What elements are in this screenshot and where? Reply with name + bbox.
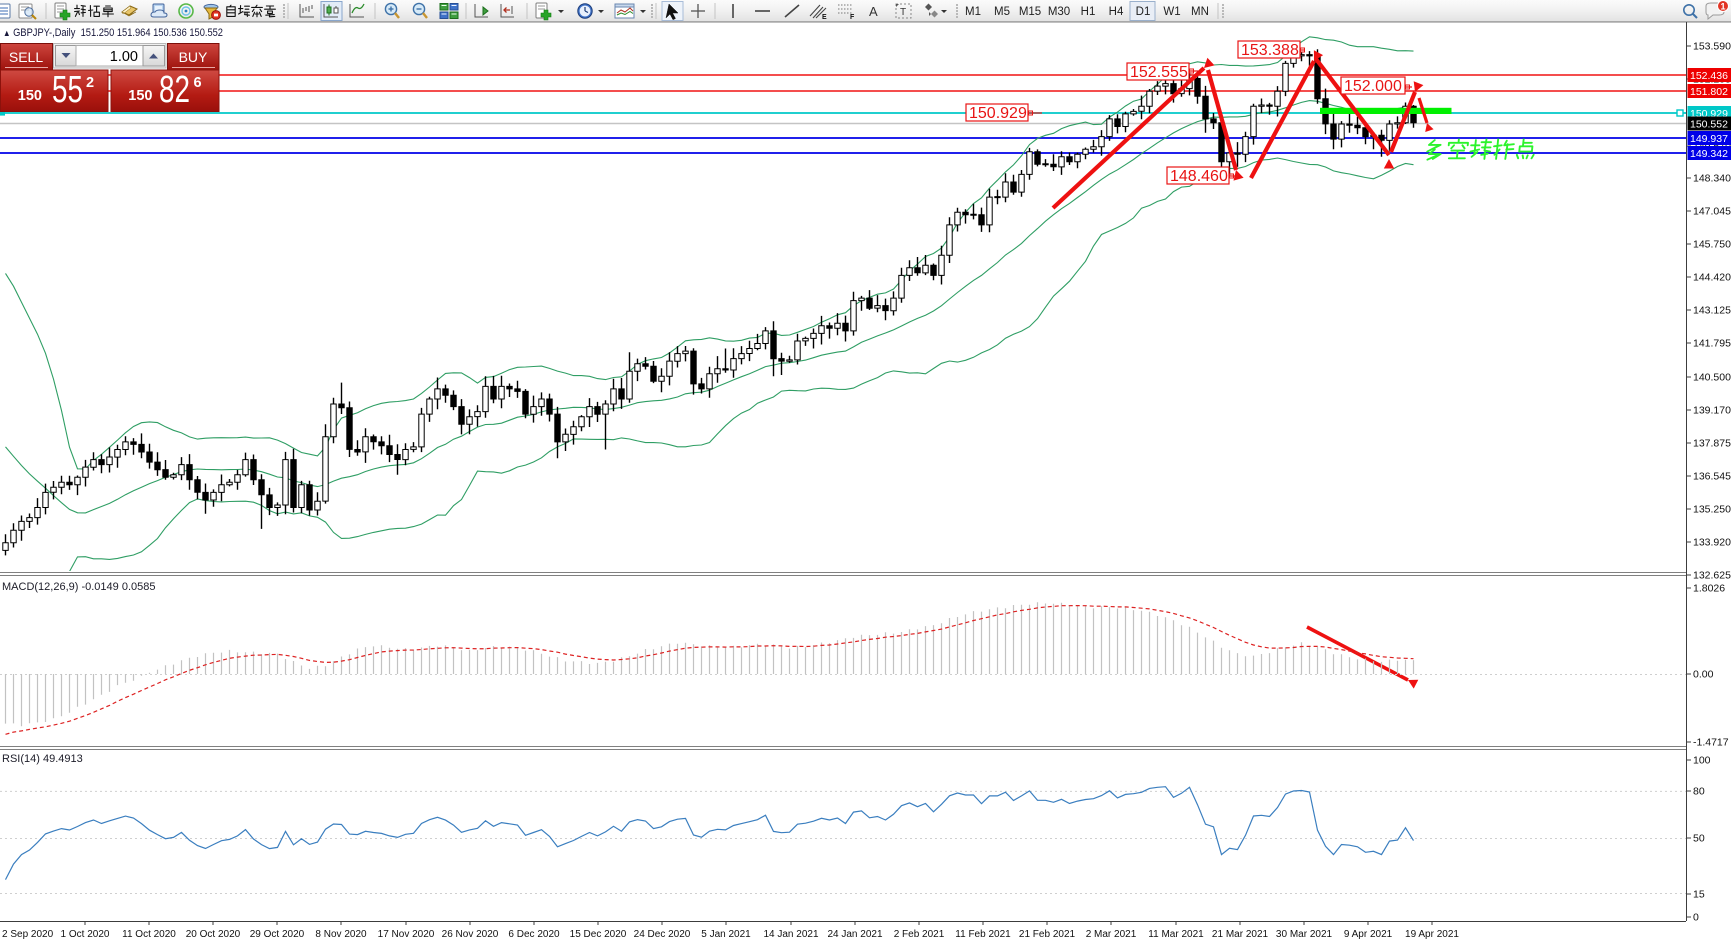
- svg-text:W1: W1: [1163, 6, 1180, 18]
- svg-text:50: 50: [1693, 833, 1705, 845]
- svg-text:H4: H4: [1109, 6, 1124, 18]
- svg-text:SELL: SELL: [9, 49, 43, 65]
- svg-text:80: 80: [1693, 786, 1705, 798]
- svg-text:15: 15: [1693, 889, 1705, 901]
- svg-text:RSI(14) 49.4913: RSI(14) 49.4913: [2, 753, 83, 765]
- svg-text:100: 100: [1693, 755, 1711, 767]
- svg-text:20 Oct 2020: 20 Oct 2020: [186, 929, 241, 940]
- svg-text:29 Oct 2020: 29 Oct 2020: [250, 929, 305, 940]
- svg-text:5 Jan 2021: 5 Jan 2021: [701, 929, 751, 940]
- svg-text:139.170: 139.170: [1693, 405, 1731, 417]
- svg-text:0: 0: [1693, 912, 1699, 924]
- svg-text:21 Feb 2021: 21 Feb 2021: [1019, 929, 1076, 940]
- svg-text:H1: H1: [1081, 6, 1096, 18]
- svg-text:F: F: [850, 14, 855, 21]
- svg-text:140.500: 140.500: [1693, 372, 1731, 384]
- svg-text:D1: D1: [1136, 6, 1151, 18]
- svg-text:-1.4717: -1.4717: [1693, 737, 1729, 749]
- svg-text:147.045: 147.045: [1693, 206, 1731, 218]
- svg-text:2 Feb 2021: 2 Feb 2021: [894, 929, 945, 940]
- svg-text:136.545: 136.545: [1693, 471, 1731, 483]
- svg-text:148.460: 148.460: [1170, 168, 1228, 185]
- svg-text:1.8026: 1.8026: [1693, 583, 1725, 595]
- svg-text:M5: M5: [994, 6, 1010, 18]
- svg-text:M30: M30: [1048, 6, 1070, 18]
- svg-text:2: 2: [86, 75, 94, 91]
- svg-text:E: E: [822, 14, 827, 21]
- svg-text:150: 150: [128, 88, 152, 104]
- svg-text:T: T: [900, 7, 906, 18]
- svg-text:153.590: 153.590: [1693, 41, 1731, 53]
- svg-text:A: A: [869, 4, 878, 19]
- svg-text:150.552: 150.552: [1690, 118, 1728, 130]
- svg-text:8 Nov 2020: 8 Nov 2020: [315, 929, 367, 940]
- svg-text:1 Oct 2020: 1 Oct 2020: [61, 929, 110, 940]
- svg-text:1: 1: [1720, 2, 1725, 12]
- svg-text:1.00: 1.00: [110, 49, 138, 65]
- svg-text:82: 82: [159, 69, 190, 111]
- svg-text:21 Mar 2021: 21 Mar 2021: [1212, 929, 1269, 940]
- svg-text:24 Jan 2021: 24 Jan 2021: [827, 929, 882, 940]
- svg-text:150: 150: [18, 88, 42, 104]
- svg-text:BUY: BUY: [179, 49, 208, 65]
- svg-text:M1: M1: [965, 6, 981, 18]
- svg-text:17 Nov 2020: 17 Nov 2020: [378, 929, 435, 940]
- svg-text:153.388: 153.388: [1241, 42, 1299, 59]
- svg-text:145.750: 145.750: [1693, 239, 1731, 251]
- svg-text:152.555: 152.555: [1130, 64, 1188, 81]
- svg-text:149.937: 149.937: [1690, 133, 1728, 145]
- svg-text:151.802: 151.802: [1690, 86, 1728, 98]
- svg-text:149.342: 149.342: [1690, 148, 1728, 160]
- svg-text:6: 6: [194, 75, 202, 91]
- svg-text:▲ GBPJPY-,Daily 151.250 151.9: ▲ GBPJPY-,Daily 151.250 151.964 150.536 …: [3, 27, 223, 39]
- svg-text:9 Apr 2021: 9 Apr 2021: [1344, 929, 1393, 940]
- svg-text:55: 55: [52, 69, 83, 111]
- svg-text:0.00: 0.00: [1693, 669, 1714, 681]
- svg-text:135.250: 135.250: [1693, 504, 1731, 516]
- svg-text:30 Mar 2021: 30 Mar 2021: [1276, 929, 1333, 940]
- svg-text:152.436: 152.436: [1690, 70, 1728, 82]
- svg-text:11 Feb 2021: 11 Feb 2021: [955, 929, 1011, 940]
- svg-text:152.000: 152.000: [1344, 78, 1402, 95]
- svg-text:19 Apr 2021: 19 Apr 2021: [1405, 929, 1459, 940]
- svg-text:24 Dec 2020: 24 Dec 2020: [634, 929, 691, 940]
- svg-text:150.929: 150.929: [969, 105, 1027, 122]
- svg-text:M15: M15: [1019, 6, 1041, 18]
- svg-text:26 Nov 2020: 26 Nov 2020: [442, 929, 499, 940]
- svg-text:141.795: 141.795: [1693, 338, 1731, 350]
- svg-text:11 Mar 2021: 11 Mar 2021: [1148, 929, 1204, 940]
- svg-text:11 Oct 2020: 11 Oct 2020: [122, 929, 176, 940]
- svg-text:2 Mar 2021: 2 Mar 2021: [1086, 929, 1137, 940]
- svg-text:MACD(12,26,9) -0.0149 0.0585: MACD(12,26,9) -0.0149 0.0585: [2, 581, 155, 593]
- svg-text:144.420: 144.420: [1693, 272, 1731, 284]
- svg-text:MN: MN: [1191, 6, 1209, 18]
- svg-text:133.920: 133.920: [1693, 537, 1731, 549]
- svg-text:148.340: 148.340: [1693, 173, 1731, 185]
- svg-text:6 Dec 2020: 6 Dec 2020: [508, 929, 560, 940]
- svg-text:137.875: 137.875: [1693, 438, 1731, 450]
- svg-text:2 Sep 2020: 2 Sep 2020: [2, 929, 54, 940]
- svg-text:143.125: 143.125: [1693, 305, 1731, 317]
- svg-text:15 Dec 2020: 15 Dec 2020: [570, 929, 627, 940]
- svg-text:132.625: 132.625: [1693, 570, 1731, 582]
- svg-text:14 Jan 2021: 14 Jan 2021: [763, 929, 818, 940]
